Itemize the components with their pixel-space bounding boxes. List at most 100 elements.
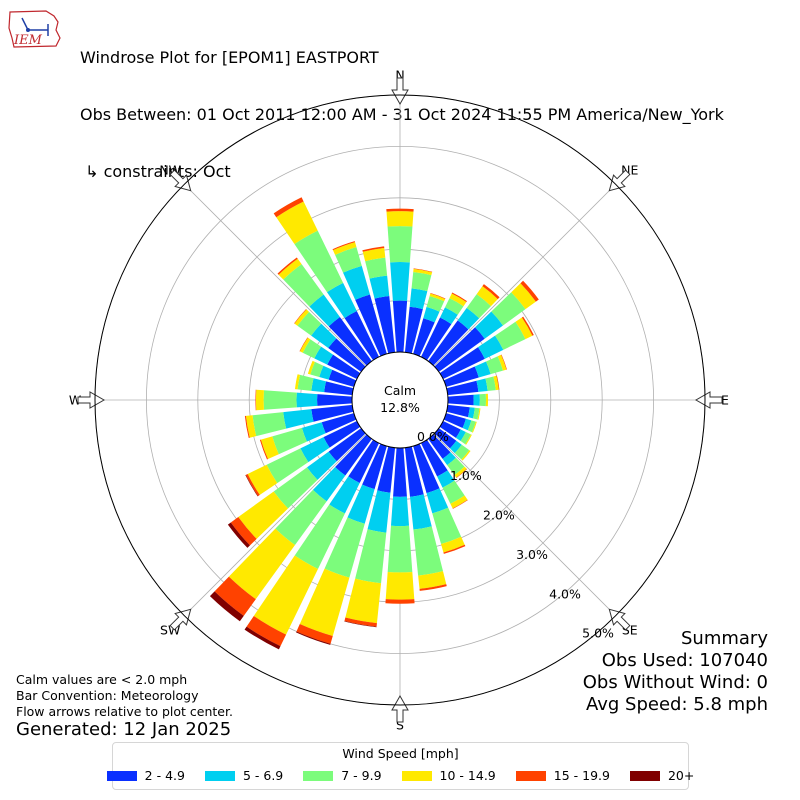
flow-arrow-icon [169, 608, 192, 631]
windrose-bar-segment [362, 247, 386, 262]
windrose-bar-segment [321, 413, 357, 434]
windrose-bar-segment [253, 555, 318, 635]
grid-spoke [184, 184, 367, 367]
calm-label: Calm [384, 383, 416, 398]
windrose-bar-segment [418, 571, 447, 589]
windrose-bar-segment [329, 476, 360, 514]
radial-tick-label: 4.0% [549, 586, 581, 601]
windrose-bar-segment [476, 286, 498, 307]
wind-bars [209, 197, 539, 650]
legend-swatch [401, 770, 432, 781]
windrose-bar-segment [355, 294, 387, 357]
windrose-bar-segment [209, 591, 244, 622]
compass-label: E [721, 393, 729, 408]
windrose-bar-segment [310, 361, 324, 377]
windrose-bar-segment [420, 317, 452, 361]
windrose-bar-segment [387, 226, 413, 263]
bar-convention-note: Bar Convention: Meteorology [16, 688, 199, 703]
windrose-bar-segment [467, 420, 476, 433]
windrose-bar-segment [362, 443, 387, 490]
windrose-bar-segment [443, 366, 479, 387]
windrose-bar-segment [228, 528, 295, 600]
windrose-bar-segment [324, 381, 354, 396]
windrose-bar-segment [299, 337, 311, 353]
windrose-bar-segment [495, 321, 526, 350]
windrose-bar-segment [255, 389, 264, 411]
windrose-bar-segment [501, 354, 507, 370]
windrose-bar-segment [343, 265, 370, 300]
windrose-bar-segment [294, 230, 344, 293]
windrose-bar-segment [355, 529, 387, 584]
radial-tick-label: 0.0% [417, 429, 449, 444]
windrose-bar-segment [446, 404, 470, 418]
windrose-bar-segment [311, 404, 354, 422]
legend-items: 2 - 4.9 5 - 6.9 7 - 9.9 10 - 14.9 15 - 19.9 2… [106, 768, 694, 783]
radial-tick-label: 5.0% [582, 626, 614, 641]
windrose-bar-segment [521, 316, 534, 336]
windrose-bar-segment [439, 347, 485, 380]
legend-item: 20+ [629, 768, 694, 783]
windrose-bar-segment [457, 307, 480, 330]
windrose-bar-segment [324, 517, 365, 578]
legend-swatch [106, 770, 137, 781]
windrose-bar-segment [386, 208, 414, 212]
notes-block: Calm values are < 2.0 mph Bar Convention… [16, 672, 233, 720]
iem-logo: IEM [8, 10, 61, 48]
windrose-bar-segment [294, 309, 307, 324]
windrose-bar-segment [296, 631, 331, 645]
windrose-bar-segment [387, 525, 413, 573]
windrose-bar-segment [317, 394, 353, 406]
legend-title: Wind Speed [mph] [342, 746, 459, 761]
flow-arrow-icon [608, 169, 631, 192]
windrose-bar-segment [344, 311, 380, 361]
title-line-station: Windrose Plot for [EPOM1] EASTPORT [80, 48, 379, 67]
windrose-bar-segment [386, 211, 414, 227]
windrose-bar-segment [409, 288, 428, 310]
windrose-bar-segment [520, 280, 539, 302]
windrose-bar-segment [410, 494, 432, 530]
windrose-bar-segment [227, 522, 250, 548]
legend-item: 5 - 6.9 [204, 768, 283, 783]
legend-swatch [515, 770, 546, 781]
windrose-bar-segment [411, 271, 432, 292]
windrose-bar-segment [276, 201, 318, 245]
windrose-bar-segment [442, 480, 465, 504]
windrose-bar-segment [485, 393, 489, 407]
legend-label: 7 - 9.9 [341, 768, 382, 783]
windrose-bar-segment [255, 389, 257, 411]
windrose-bar-segment [344, 617, 377, 627]
windrose-bar-segment [307, 360, 315, 375]
windrose-bar-segment [423, 306, 440, 323]
summary-avg-speed: Avg Speed: 5.8 mph [586, 694, 768, 715]
grid-spoke [184, 433, 367, 616]
windrose-bar-segment [283, 409, 314, 429]
windrose-bar-segment [319, 365, 333, 380]
summary-obs-used: Obs Used: 107040 [601, 650, 768, 671]
compass-label: N [395, 68, 404, 83]
windrose-bar-segment [439, 420, 461, 438]
windrose-bar-segment [461, 450, 471, 461]
windrose-bar-segment [491, 292, 526, 326]
windrose-bar-segment [428, 434, 451, 459]
title-line-period: Obs Between: 01 Oct 2011 12:00 AM - 31 O… [80, 105, 724, 124]
windrose-bar-segment [474, 361, 491, 378]
windrose-bar-segment [369, 275, 390, 299]
calm-circle [351, 351, 449, 449]
windrose-bar-segment [486, 356, 504, 375]
windrose-bar-segment [478, 335, 504, 359]
windrose-bar-segment [479, 393, 487, 407]
windrose-bar-segment [454, 444, 470, 460]
radial-tick-label: 3.0% [516, 547, 548, 562]
windrose-bar-segment [311, 378, 327, 393]
windrose-bar-segment [245, 415, 257, 438]
windrose-bar-segment [447, 394, 474, 406]
windrose-bar-segment [299, 568, 350, 636]
generated-date: Generated: 12 Jan 2025 [16, 719, 232, 740]
legend-swatch [303, 770, 334, 781]
legend-label: 10 - 14.9 [439, 768, 496, 783]
flow-arrows-note: Flow arrows relative to plot center. [16, 704, 233, 719]
windrose-bar-segment [238, 491, 289, 539]
windrose-bar-segment [493, 375, 499, 391]
windrose-bar-segment [426, 488, 449, 514]
